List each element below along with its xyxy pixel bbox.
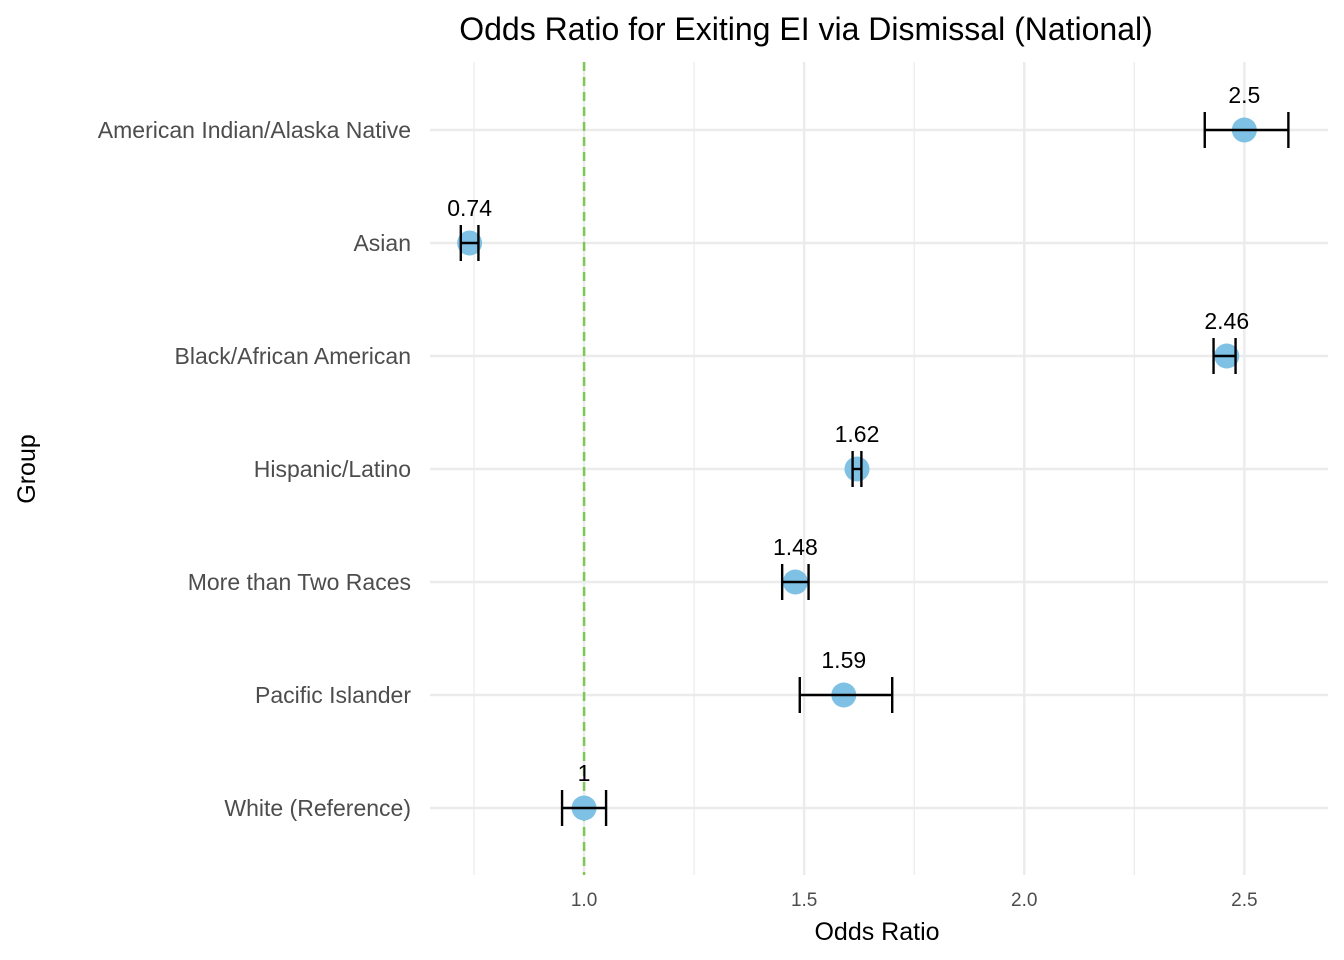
data-labels: 2.5 0.74 2.46 1.62 1.48 1.59 1	[447, 82, 1260, 786]
y-tick-label: Pacific Islander	[255, 682, 411, 708]
x-tick-label: 2.5	[1231, 890, 1257, 911]
y-tick-label: Black/African American	[175, 343, 411, 369]
grid-lines	[430, 62, 1328, 875]
error-bar	[800, 677, 892, 713]
data-label: 2.5	[1228, 82, 1260, 108]
data-label: 0.74	[447, 195, 492, 221]
data-label: 1.62	[835, 421, 880, 447]
data-label: 1	[578, 760, 591, 786]
y-tick-label: White (Reference)	[224, 795, 411, 821]
data-label: 1.59	[821, 647, 866, 673]
y-axis-tick-labels: American Indian/Alaska Native Asian Black/…	[98, 117, 412, 821]
y-tick-label: Asian	[353, 230, 411, 256]
chart-title: Odds Ratio for Exiting EI via Dismissal …	[459, 11, 1153, 47]
error-bar	[461, 225, 479, 261]
x-axis-tick-labels: 1.0 1.5 2.0 2.5	[571, 890, 1258, 911]
x-tick-label: 1.5	[791, 890, 817, 911]
odds-ratio-chart: Odds Ratio for Exiting EI via Dismissal …	[0, 0, 1344, 960]
y-axis-title: Group	[13, 434, 41, 503]
error-bar	[853, 451, 862, 487]
y-tick-label: More than Two Races	[188, 569, 411, 595]
x-axis-title: Odds Ratio	[814, 918, 939, 946]
data-label: 1.48	[773, 534, 818, 560]
error-bar	[1205, 112, 1289, 148]
y-tick-label: American Indian/Alaska Native	[98, 117, 411, 143]
error-bar	[1214, 338, 1236, 374]
x-tick-label: 2.0	[1011, 890, 1037, 911]
data-label: 2.46	[1204, 308, 1249, 334]
x-tick-label: 1.0	[571, 890, 597, 911]
y-tick-label: Hispanic/Latino	[254, 456, 411, 482]
